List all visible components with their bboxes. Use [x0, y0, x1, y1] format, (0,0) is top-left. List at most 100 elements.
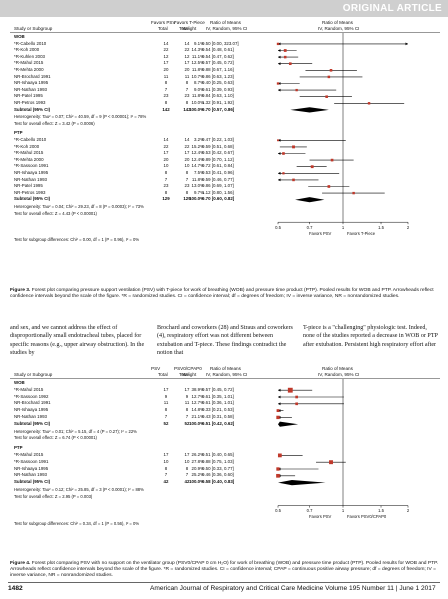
point-estimate — [277, 139, 279, 142]
header-control: Favors T-Piece — [174, 20, 205, 25]
weight: 8.7% — [193, 80, 204, 86]
total-control: 8 — [185, 100, 189, 105]
header-ratio-title-plot: Ratio of Means — [322, 20, 353, 25]
subgroup-name: PTP — [14, 130, 23, 136]
ci-arrow-left — [278, 152, 281, 155]
x-tick-label: 1.5 — [378, 508, 384, 514]
point-estimate — [295, 402, 298, 406]
ratio-ci: 0.51 [0.42, 0.62] — [202, 420, 235, 426]
subgroup-name: WOB — [14, 380, 25, 385]
subgroup-heading: PTP — [10, 445, 440, 451]
weight: 11.8% — [191, 176, 204, 182]
total-experimental: 22 — [163, 47, 169, 53]
weight: 25.2% — [191, 472, 204, 478]
subtotal-label: Subtotal (95% CI) — [14, 106, 51, 112]
ratio-ci: 0.84 [0.63, 1.10] — [202, 93, 234, 99]
total-control: 9 — [185, 393, 189, 399]
total-control: 52 — [184, 420, 190, 426]
ci-arrow-left — [278, 82, 281, 85]
figure-3-caption-label: Figure 3. — [10, 288, 31, 293]
total-control: 11 — [184, 400, 190, 406]
total-experimental: 8 — [164, 100, 168, 105]
x-tick-label: 1 — [341, 508, 345, 514]
study-name: *R-Mehta 2000 — [14, 156, 44, 162]
axis-favors-right: Favors PSV0/CPAP0 — [347, 514, 387, 520]
weight: 21.1% — [191, 414, 204, 419]
total-experimental: 17 — [163, 452, 169, 457]
subgroup-name: WOB — [14, 34, 25, 39]
subtotal-diamond — [278, 480, 326, 486]
weight: 13.0% — [191, 183, 204, 189]
point-estimate — [352, 191, 355, 195]
heterogeneity-text: Heterogeneity: Tau² = 0.12; Chi² = 25.85… — [14, 487, 144, 492]
total-control: 8 — [185, 80, 189, 86]
total-experimental: 10 — [163, 458, 169, 464]
study-name: NR-Ishaaya 1995 — [14, 465, 49, 471]
weight: 14.8% — [191, 407, 204, 413]
study-name: *R-Mahul 2015 — [14, 60, 44, 66]
total-experimental: 8 — [164, 170, 168, 175]
ratio-ci: 0.61 [0.39, 0.93] — [202, 86, 234, 92]
header-total-2: Total — [179, 26, 189, 31]
weight: 11.1% — [191, 53, 204, 59]
study-name: NR-Nathan 1993 — [14, 86, 47, 92]
total-control: 22 — [184, 143, 190, 149]
total-experimental: 12 — [163, 53, 169, 59]
heterogeneity-text: Heterogeneity: Tau² = 0.01; Chi² = 5.15,… — [14, 428, 137, 434]
study-name: *R-Cabello 2010 — [14, 40, 47, 46]
point-estimate — [276, 409, 280, 413]
ratio-ci: 0.54 [0.47, 0.62] — [202, 53, 234, 59]
ci-arrow-left — [278, 88, 281, 92]
study-row: NR-Nathan 1993 7 7 9.0% 0.61 [0.39, 0.93] — [10, 87, 440, 93]
total-control: 8 — [185, 407, 189, 413]
study-name: *R-Koh 2000 — [14, 143, 40, 149]
forest-plot-svg — [10, 378, 440, 508]
point-estimate — [292, 145, 295, 149]
subtotal-diamond — [295, 197, 325, 203]
study-row: *R-Cabello 2010 14 14 9.1% 0.50 [0.00, 323.0… — [10, 41, 440, 47]
total-control: 8 — [185, 189, 189, 195]
figure-3-caption-text: Forest plot comparing pressure support v… — [10, 288, 434, 300]
total-experimental: 22 — [163, 143, 169, 149]
ratio-ci: 0.54 [0.48, 0.61] — [202, 47, 234, 53]
study-name: NR-Patel 1995 — [14, 183, 43, 189]
weight: 9.7% — [193, 189, 204, 195]
header-ratio-title-plot: Ratio of Means — [322, 366, 353, 371]
total-control: 17 — [184, 452, 190, 457]
heterogeneity-line: Heterogeneity: Tau² = 0.04; Chi² = 29.23… — [10, 204, 440, 210]
body-column-3: T-piece is a "challenging" physiologic t… — [303, 325, 438, 348]
study-row: NR-Ishaaya 1995 8 8 7.5% 0.53 [0.41, 0.96] — [10, 170, 440, 176]
header-experimental: Favors PSV — [151, 20, 176, 25]
ci-arrow-left — [278, 171, 281, 175]
header-total-1: Total — [158, 26, 168, 31]
total-control: 8 — [185, 465, 189, 471]
x-tick-label: 1 — [341, 224, 345, 230]
total-experimental: 42 — [163, 479, 169, 485]
figure-3-caption: Figure 3. Forest plot comparing pressure… — [10, 288, 440, 300]
total-experimental: 11 — [163, 73, 169, 79]
point-estimate — [276, 467, 280, 471]
study-row: NR-Ishaaya 1995 8 8 14.8% 0.33 [0.21, 0.53] — [10, 407, 440, 413]
point-estimate — [276, 415, 280, 420]
weight: 7.5% — [193, 170, 204, 175]
header-ratio-method: IV, Random, 95% CI — [206, 372, 248, 377]
total-control: 10 — [184, 163, 190, 169]
forest-plot-figure-3: Favors PSV Favors T-Piece Ratio of Means Ra… — [10, 20, 440, 282]
ratio-ci: 0.59 [0.46, 0.77] — [202, 176, 234, 182]
total-experimental: 9 — [164, 393, 168, 399]
ratio-ci: 1.12 [0.80, 1.56] — [202, 189, 234, 195]
x-tick-label: 0.5 — [275, 508, 281, 514]
point-estimate — [277, 453, 282, 458]
x-tick-label: 1.5 — [378, 224, 384, 230]
weight: 12.7% — [191, 393, 204, 399]
ci-arrow-right — [405, 42, 408, 46]
total-control: 129 — [183, 196, 191, 202]
ratio-ci: 0.57 [0.45, 0.72] — [202, 386, 234, 392]
x-tick-label: 0.7 — [306, 224, 313, 230]
header-study: Study or Subgroup — [14, 26, 53, 31]
weight: 12.4% — [191, 156, 204, 162]
total-experimental: 52 — [163, 420, 169, 426]
total-experimental: 17 — [163, 60, 169, 66]
ci-arrow-left — [278, 178, 281, 182]
study-row: *R-Cabello 2010 14 14 3.2% 0.47 [0.22, 1.03] — [10, 137, 440, 143]
